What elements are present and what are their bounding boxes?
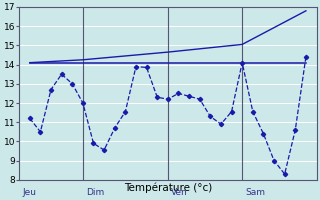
Text: Dim: Dim xyxy=(86,188,104,197)
Text: Jeu: Jeu xyxy=(22,188,36,197)
Text: Sam: Sam xyxy=(245,188,265,197)
X-axis label: Température (°c): Température (°c) xyxy=(124,183,212,193)
Text: Ven: Ven xyxy=(171,188,188,197)
